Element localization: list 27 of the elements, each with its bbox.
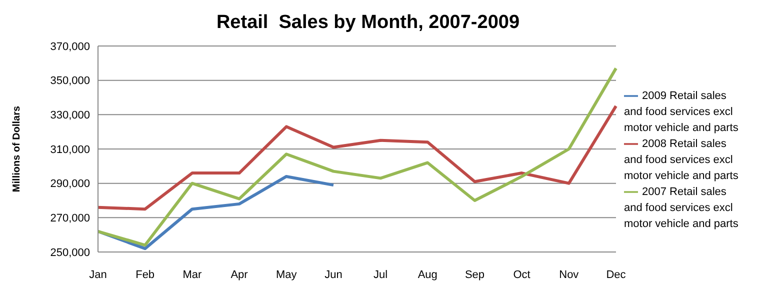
legend-label: 2008 Retail sales and food services excl motor vehicle and parts [624, 138, 738, 182]
x-tick-label: Aug [418, 268, 438, 281]
x-tick-label: Mar [182, 268, 202, 281]
y-tick-label: 270,000 [50, 212, 90, 225]
x-tick-label: May [276, 268, 298, 281]
y-tick-label: 330,000 [50, 110, 90, 122]
chart-title: Retail Sales by Month, 2007-2009 [215, 11, 521, 35]
legend-label: 2007 Retail sales and food services excl motor vehicle and parts [624, 186, 738, 230]
y-tick-label: 370,000 [50, 40, 90, 53]
legend-label: 2009 Retail sales and food services excl motor vehicle and parts [624, 90, 738, 134]
y-axis-title: Millions of Dollars [12, 106, 23, 192]
y-tick-label: 290,000 [50, 178, 90, 190]
y-tick-label: 250,000 [50, 246, 90, 259]
x-tick-label: Feb [136, 268, 155, 281]
line-series [96, 174, 335, 250]
x-tick-label: Dec [606, 268, 626, 281]
x-tick-label: Sep [464, 268, 485, 281]
x-tick-label: Apr [230, 268, 248, 281]
x-tick-label: Oct [513, 268, 530, 281]
y-tick-label: 310,000 [50, 144, 90, 156]
x-tick-label: Jan [89, 268, 107, 281]
line-series [96, 66, 618, 247]
y-tick-label: 350,000 [50, 75, 90, 88]
x-tick-label: Jun [324, 268, 342, 281]
x-tick-label: Jul [374, 268, 388, 281]
line-series [96, 104, 618, 211]
x-tick-label: Nov [559, 268, 580, 281]
